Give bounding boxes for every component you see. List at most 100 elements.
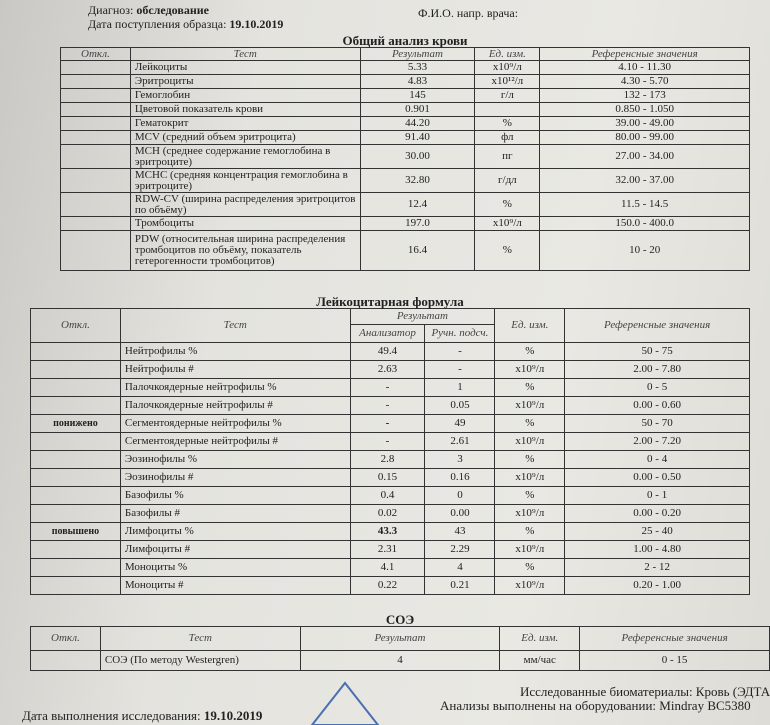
unit: x10⁹/л bbox=[494, 396, 566, 415]
result: 12.4 bbox=[359, 192, 476, 217]
analyzer-result: 2.31 bbox=[349, 540, 426, 559]
analyzer-result: - bbox=[349, 396, 426, 415]
analyzer-result: - bbox=[349, 432, 426, 451]
unit: г/дл bbox=[474, 168, 541, 193]
flag-cell bbox=[60, 230, 131, 271]
reference: 27.00 - 34.00 bbox=[539, 144, 750, 169]
result: 145 bbox=[359, 88, 476, 103]
unit: % bbox=[494, 414, 566, 433]
header-cell: Референсные значения bbox=[564, 308, 750, 343]
label: Ф.И.О. напр. врача: bbox=[418, 6, 519, 20]
row: Гематокрит 44.20% 39.00 - 49.00 bbox=[60, 116, 750, 131]
formula-table: Лейкоцитарная формула Откл. Тест Результат Е… bbox=[30, 294, 750, 595]
diagnosis: Диагноз: обследование bbox=[88, 3, 209, 18]
row: RDW-CV (ширина распределения эритроцитов… bbox=[60, 192, 750, 217]
subheader-cell: Ручн. подсч. bbox=[424, 324, 496, 343]
analyzer-result: 2.8 bbox=[349, 450, 426, 469]
test-name: Сегментоядерные нейтрофилы # bbox=[119, 432, 351, 451]
stamp bbox=[310, 681, 380, 725]
result: 16.4 bbox=[359, 230, 476, 271]
analyzer-result: 4.1 bbox=[349, 558, 426, 577]
header-cell: Тест bbox=[119, 308, 351, 343]
flag-cell bbox=[60, 102, 131, 117]
unit: % bbox=[474, 230, 541, 271]
flag-cell bbox=[30, 360, 121, 379]
analyzer-result: - bbox=[349, 378, 426, 397]
manual-result: 0 bbox=[424, 486, 496, 505]
value: 19.10.2019 bbox=[229, 17, 284, 31]
label: Дата поступления образца: bbox=[88, 17, 227, 31]
unit: % bbox=[494, 522, 566, 541]
manual-result: 2.29 bbox=[424, 540, 496, 559]
title-row: Общий анализ крови bbox=[61, 33, 750, 48]
reference: 4.10 - 11.30 bbox=[539, 60, 750, 75]
test-name: Сегментоядерные нейтрофилы % bbox=[119, 414, 351, 433]
section-title: Общий анализ крови bbox=[342, 32, 468, 48]
header-cell: Результат bbox=[299, 626, 501, 651]
row: Сегментоядерные нейтрофилы # -2.61 x10⁹/л 2… bbox=[30, 432, 750, 451]
flag-cell bbox=[60, 130, 131, 145]
flag-cell bbox=[30, 468, 121, 487]
doctor: Ф.И.О. напр. врача: bbox=[418, 6, 518, 21]
value: 19.10.2019 bbox=[203, 708, 263, 723]
reference: 0 - 1 bbox=[564, 486, 750, 505]
manual-result: 0.16 bbox=[424, 468, 496, 487]
flag-cell bbox=[30, 396, 121, 415]
title-row: Лейкоцитарная формула bbox=[31, 294, 750, 309]
reference: 0 - 5 bbox=[564, 378, 750, 397]
row: Гемоглобин 145 г/л 132 - 173 bbox=[60, 88, 750, 103]
received: Дата поступления образца: 19.10.2019 bbox=[88, 17, 283, 32]
label: Дата выполнения исследования: bbox=[22, 708, 201, 723]
row: Лимфоциты #2.31 2.29 x10⁹/л 1.00 - 4.80 bbox=[30, 540, 750, 559]
manual-result: 4 bbox=[424, 558, 496, 577]
manual-result: 0.21 bbox=[424, 576, 496, 595]
result: 91.40 bbox=[359, 130, 476, 145]
header-cell: Тест bbox=[129, 47, 361, 61]
row: Эозинофилы #0.15 0.16 x10⁹/л 0.00 - 0.50 bbox=[30, 468, 750, 487]
manual-result: 43 bbox=[424, 522, 496, 541]
header-cell: Откл. bbox=[30, 308, 121, 343]
flag-cell bbox=[30, 378, 121, 397]
header-cell: Откл. bbox=[60, 47, 131, 61]
unit: пг bbox=[474, 144, 541, 169]
row: Нейтрофилы #2.63- x10⁹/л 2.00 - 7.80 bbox=[30, 360, 750, 379]
unit: x10⁹/л bbox=[494, 540, 566, 559]
unit: % bbox=[494, 558, 566, 577]
flag-cell bbox=[30, 450, 121, 469]
header-cell: Ед. изм. bbox=[474, 47, 541, 61]
test-name: Тромбоциты bbox=[129, 216, 361, 231]
test-name: Цветовой показатель крови bbox=[129, 102, 361, 117]
equipment: Анализы выполнены на оборудовании: Mindr… bbox=[440, 698, 751, 713]
row: повышено Лимфоциты % 43.3 43% 25 - 40 bbox=[30, 522, 750, 541]
test-name: Базофилы # bbox=[119, 504, 351, 523]
flag-cell bbox=[60, 116, 131, 131]
analyzer-result: - bbox=[349, 414, 426, 433]
header-cell: Референсные значения bbox=[579, 626, 770, 651]
row: Палочкоядерные нейтрофилы % -1% 0 - 5 bbox=[30, 378, 750, 397]
manual-result: 0.00 bbox=[424, 504, 496, 523]
flag-cell bbox=[60, 216, 131, 231]
reference: 0 - 15 bbox=[579, 650, 770, 671]
title-row: СОЭ bbox=[31, 612, 770, 627]
reference: 2 - 12 bbox=[564, 558, 750, 577]
row: понижено Сегментоядерные нейтрофилы % -49%… bbox=[30, 414, 750, 433]
analyzer-result: 0.15 bbox=[349, 468, 426, 487]
row: Палочкоядерные нейтрофилы # -0.05 x10⁹/л 0.… bbox=[30, 396, 750, 415]
reference: 0.00 - 0.60 bbox=[564, 396, 750, 415]
test-name: Нейтрофилы # bbox=[119, 360, 351, 379]
flag-cell bbox=[30, 504, 121, 523]
test-name: MCV (средний объем эритроцита) bbox=[129, 130, 361, 145]
header-row: Откл. Тест Результат Ед. изм. Референсные зн… bbox=[30, 308, 750, 343]
test-name: Лимфоциты # bbox=[119, 540, 351, 559]
test-name: Гематокрит bbox=[129, 116, 361, 131]
unit: x10⁹/л bbox=[494, 360, 566, 379]
reference: 150.0 - 400.0 bbox=[539, 216, 750, 231]
reference: 0.850 - 1.050 bbox=[539, 102, 750, 117]
unit bbox=[474, 102, 541, 117]
manual-result: 2.61 bbox=[424, 432, 496, 451]
reference: 10 - 20 bbox=[539, 230, 750, 271]
unit: x10⁹/л bbox=[494, 468, 566, 487]
result: 4 bbox=[299, 650, 501, 671]
unit: x10⁹/л bbox=[474, 216, 541, 231]
